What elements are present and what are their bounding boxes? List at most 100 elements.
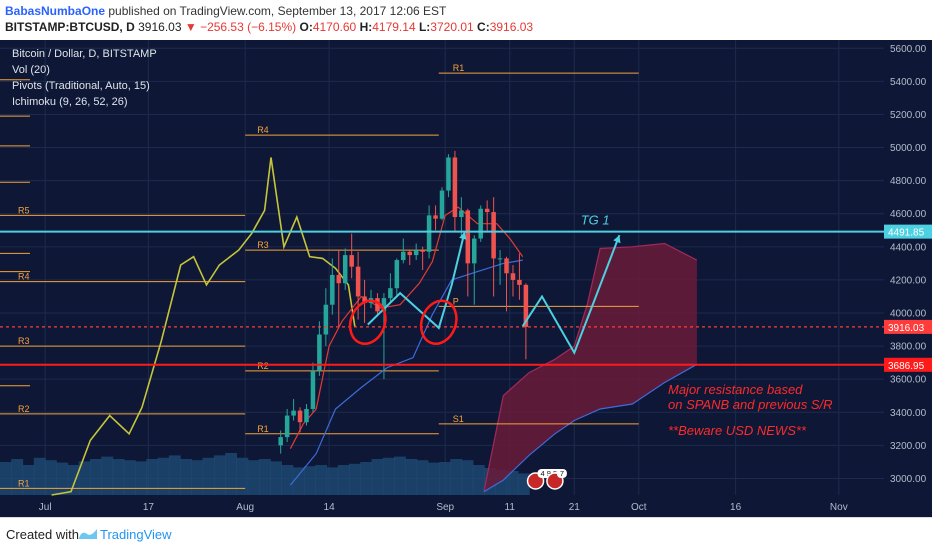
indicator-legend: Bitcoin / Dollar, D, BITSTAMP Vol (20) Piv…	[12, 48, 157, 108]
volume-bar	[180, 459, 192, 495]
candle-body	[459, 210, 464, 218]
candle-body	[465, 210, 471, 264]
pivot-label: P	[453, 296, 459, 306]
candle-body	[523, 284, 529, 327]
volume-bar	[247, 460, 260, 495]
tradingview-brand[interactable]: TradingView	[100, 527, 172, 542]
note-text: on SPANB and previous S/R	[668, 397, 833, 412]
candle-body	[362, 296, 367, 304]
candle-body	[317, 334, 322, 371]
candle-body	[388, 288, 393, 299]
candle-body	[420, 250, 425, 252]
candle-body	[310, 370, 316, 409]
pivot-label: R2	[18, 404, 30, 414]
note-text: Major resistance based	[668, 382, 803, 397]
candle-body	[323, 304, 329, 335]
volume-bar	[495, 469, 508, 495]
volume-bar	[337, 465, 350, 495]
volume-profile	[0, 453, 530, 495]
highlight-circle	[419, 299, 458, 345]
grid	[0, 40, 884, 495]
y-tick-label: 5200.00	[890, 110, 927, 121]
volume-bar	[405, 459, 418, 495]
y-tick-label: 4000.00	[890, 309, 927, 320]
price-tag	[884, 357, 932, 372]
volume-bar	[416, 460, 429, 495]
symbol-label: BITSTAMP:BTCUSD, D	[5, 20, 135, 34]
y-tick-label: 4600.00	[890, 209, 927, 220]
ohlc-line: BITSTAMP:BTCUSD, D 3916.03 ▼ −256.53 (−6…	[5, 20, 533, 34]
candle-body	[413, 250, 419, 256]
candle-body	[278, 437, 283, 446]
volume-bar	[101, 456, 114, 495]
candle-body	[484, 208, 490, 213]
horizontal-levels[interactable]: 4491.85 3916.03 3686.95	[0, 224, 932, 372]
candle-body	[452, 157, 458, 218]
candle-body	[426, 215, 432, 252]
volume-bar	[270, 461, 283, 495]
legend-entry: Bitcoin / Dollar, D, BITSTAMP	[12, 48, 157, 60]
x-tick-label: 16	[730, 502, 742, 513]
volume-bar	[67, 465, 80, 495]
close-label: C:	[477, 20, 490, 34]
pivot-label: R5	[18, 205, 30, 215]
author-link[interactable]: BabasNumbaOne	[5, 4, 106, 18]
last-price: 3916.03	[138, 20, 182, 34]
volume-bar	[78, 461, 91, 495]
volume-bar	[11, 459, 24, 495]
volume-bar	[517, 473, 530, 495]
published-text: published on TradingView.com, September …	[105, 4, 447, 18]
candle-body	[342, 255, 348, 284]
candle-body	[336, 274, 342, 284]
low-label: L:	[418, 20, 431, 34]
open-label: O:	[299, 20, 313, 34]
volume-bar	[360, 462, 373, 495]
price-tag	[884, 224, 932, 239]
candle-body	[446, 157, 451, 191]
volume-bar	[213, 455, 226, 495]
y-tick-label: 3600.00	[890, 375, 927, 386]
event-badge-label: 4 9 5	[541, 469, 558, 478]
y-tick-label: 3000.00	[890, 474, 927, 485]
volume-bar	[371, 459, 384, 495]
price-tag	[884, 319, 932, 334]
publish-line: BabasNumbaOne published on TradingView.c…	[5, 4, 446, 18]
event-badge-label: 7	[560, 469, 564, 478]
candle-body	[472, 238, 477, 264]
y-tick-label: 5600.00	[890, 44, 927, 55]
time-axis[interactable]: Jul 17 Aug 14 Sep 11 21 Oct 16 Nov	[39, 502, 848, 513]
x-tick-label: Aug	[236, 502, 254, 513]
candle-body	[439, 190, 445, 219]
candle-body	[284, 415, 290, 438]
y-tick-label: 3800.00	[890, 342, 927, 353]
volume-bar	[45, 460, 57, 495]
volume-bar	[472, 465, 485, 495]
volume-bar	[382, 457, 395, 495]
x-tick-label: Sep	[436, 502, 454, 513]
x-tick-label: 17	[143, 502, 155, 513]
volume-bar	[56, 462, 69, 495]
volume-bar	[461, 460, 474, 495]
volume-bar	[135, 461, 147, 495]
volume-bar	[202, 457, 215, 495]
candle-body	[349, 255, 354, 267]
chikou-line	[51, 157, 356, 496]
candle-body	[394, 260, 400, 289]
pivot-levels: R1 R4 R3 R2 R1 P S1 R5 R4 R3 R2 R1	[0, 63, 639, 489]
x-tick-label: 21	[569, 502, 581, 513]
chart-background	[0, 40, 884, 495]
price-axis[interactable]: 3000.00 3200.00 3400.00 3600.00 3800.00 4000.…	[890, 44, 927, 485]
price-chart[interactable]: R1 R4 R3 R2 R1 P S1 R5 R4 R3 R2 R1 4491.85 3916.03 36…	[0, 40, 932, 517]
volume-bar	[292, 467, 305, 495]
footer: Created with TradingView	[0, 517, 932, 551]
x-tick-label: Jul	[39, 502, 52, 513]
note-text: **Beware USD NEWS**	[668, 423, 807, 438]
pivot-label: R2	[257, 361, 269, 371]
y-tick-label: 3200.00	[890, 441, 927, 452]
candle-body	[510, 273, 516, 280]
y-tick-label: 5400.00	[890, 77, 927, 88]
pivot-label: R4	[257, 125, 269, 135]
volume-bar	[225, 453, 238, 495]
